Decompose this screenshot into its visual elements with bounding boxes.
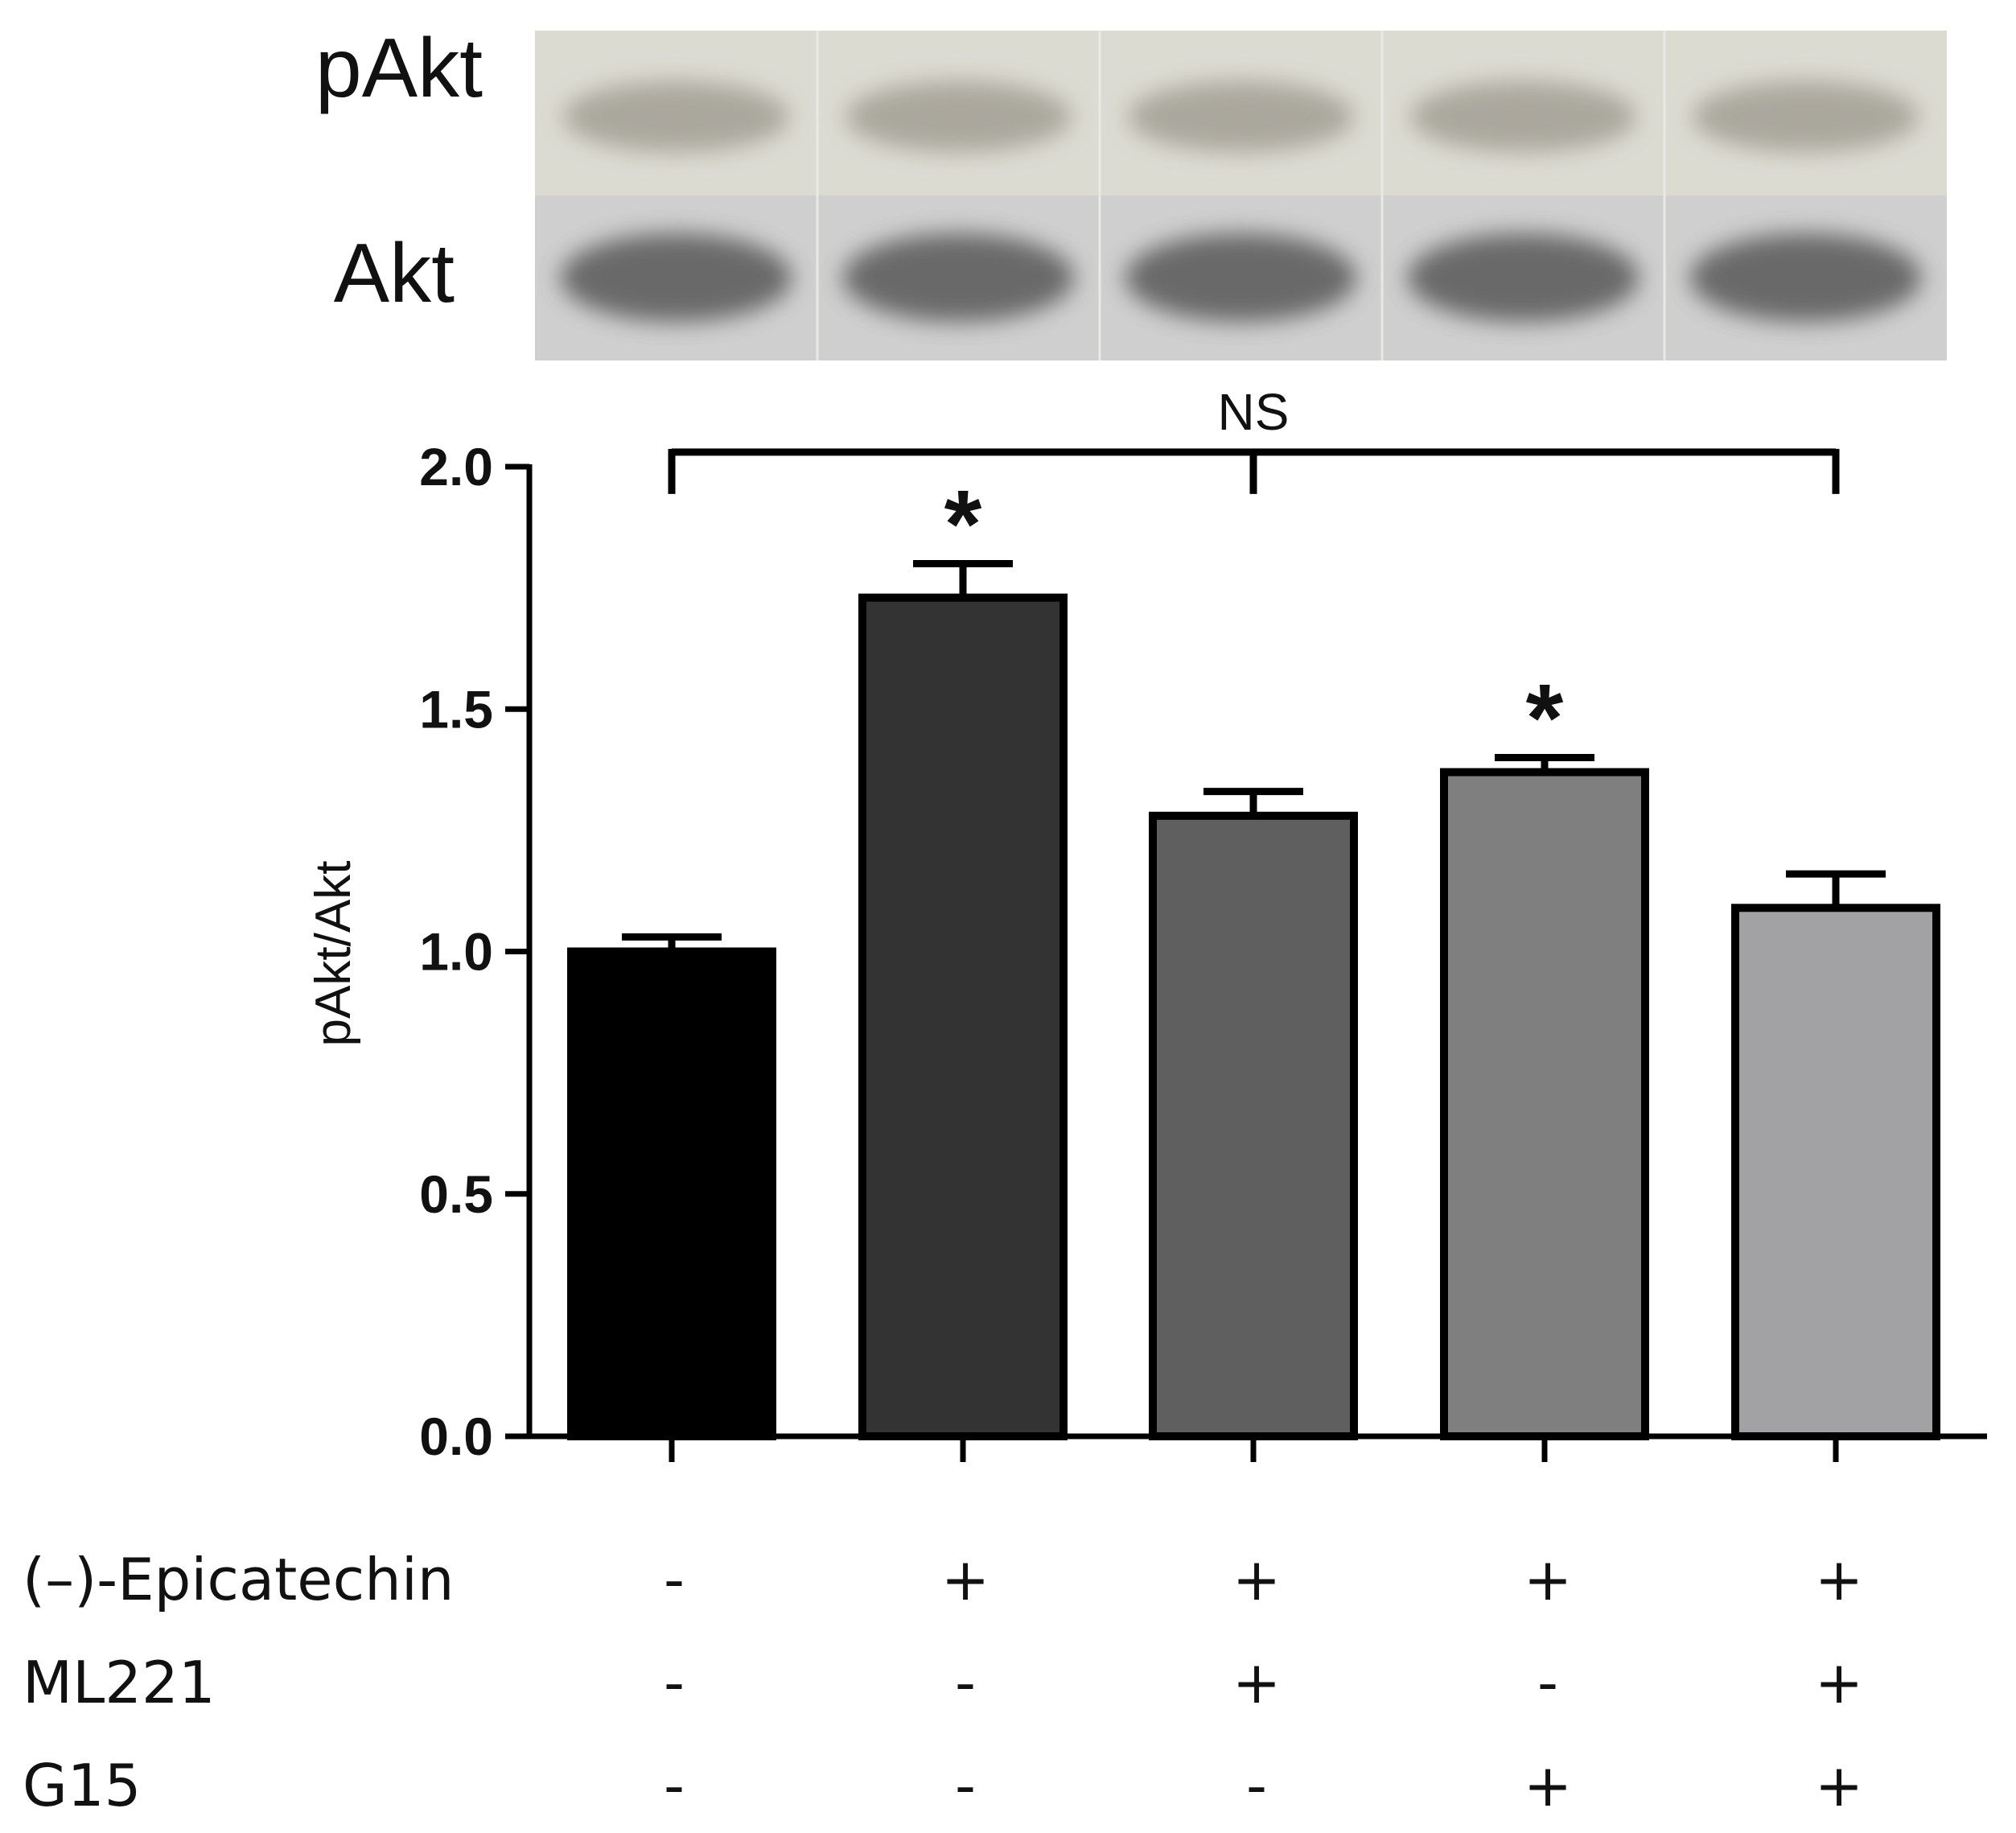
blot-label-pakt: pAkt [315, 22, 483, 115]
treatment-sign: - [664, 1546, 685, 1613]
y-axis-label: pAkt/Akt [306, 861, 361, 1047]
akt-band [1125, 233, 1357, 322]
treatment-label: G15 [23, 1752, 141, 1819]
treatment-sign: - [955, 1752, 976, 1819]
ns-bracket: NS [668, 383, 1840, 494]
pakt-band [1128, 81, 1354, 152]
significance-star: * [1526, 665, 1564, 772]
treatment-label: ML221 [23, 1649, 216, 1716]
treatment-sign: - [955, 1649, 976, 1716]
pakt-band [1693, 81, 1919, 152]
significance-star: * [944, 471, 982, 579]
y-tick-label: 0.5 [419, 1164, 493, 1224]
treatment-sign: + [1815, 1752, 1863, 1819]
bar [567, 947, 776, 1440]
bar [858, 593, 1068, 1440]
treatment-sign: + [1524, 1752, 1572, 1819]
akt-band [842, 233, 1075, 322]
bar [1731, 904, 1940, 1440]
blot-label-akt: Akt [334, 227, 455, 320]
treatment-sign: - [1246, 1752, 1267, 1819]
bar [1149, 811, 1358, 1440]
pakt-band [1410, 81, 1636, 152]
y-tick-label: 1.0 [419, 922, 493, 982]
akt-band [560, 233, 792, 322]
blot-lane-separators [816, 31, 1666, 360]
treatment-sign: + [1815, 1649, 1863, 1716]
y-tick-label: 0.0 [419, 1407, 493, 1466]
treatment-sign: - [1537, 1649, 1558, 1716]
treatment-sign: + [1524, 1546, 1572, 1613]
error-bars [622, 560, 1886, 952]
treatment-label: (–)-Epicatechin [23, 1546, 454, 1613]
treatment-sign: + [1232, 1649, 1281, 1716]
treatment-sign: - [664, 1649, 685, 1716]
treatment-sign: - [664, 1752, 685, 1819]
pakt-band [563, 81, 789, 152]
treatment-table: (–)-Epicatechin - + + + + ML221 - - + - + G15 - - - + + [23, 1546, 1863, 1819]
blot-bands [560, 81, 1922, 322]
y-tick-label: 1.5 [419, 679, 493, 739]
treatment-sign: + [1815, 1546, 1863, 1613]
western-blot: pAkt Akt [315, 22, 1947, 360]
bar-chart: 0.00.51.01.52.0 ** NS pAkt/Akt [306, 383, 1987, 1466]
bar [1440, 768, 1649, 1440]
pakt-band [845, 81, 1072, 152]
bars [567, 593, 1940, 1440]
treatment-sign: + [1232, 1546, 1281, 1613]
y-tick-label: 2.0 [419, 437, 493, 496]
treatment-sign: + [941, 1546, 989, 1613]
akt-band [1689, 233, 1922, 322]
significance-stars: ** [944, 471, 1564, 772]
ns-label: NS [1218, 383, 1290, 441]
y-axis-ticks: 0.0 0.5 1.0 1.5 2.0 [419, 437, 529, 1466]
akt-band [1407, 233, 1640, 322]
x-axis-ticks [669, 1436, 1839, 1462]
